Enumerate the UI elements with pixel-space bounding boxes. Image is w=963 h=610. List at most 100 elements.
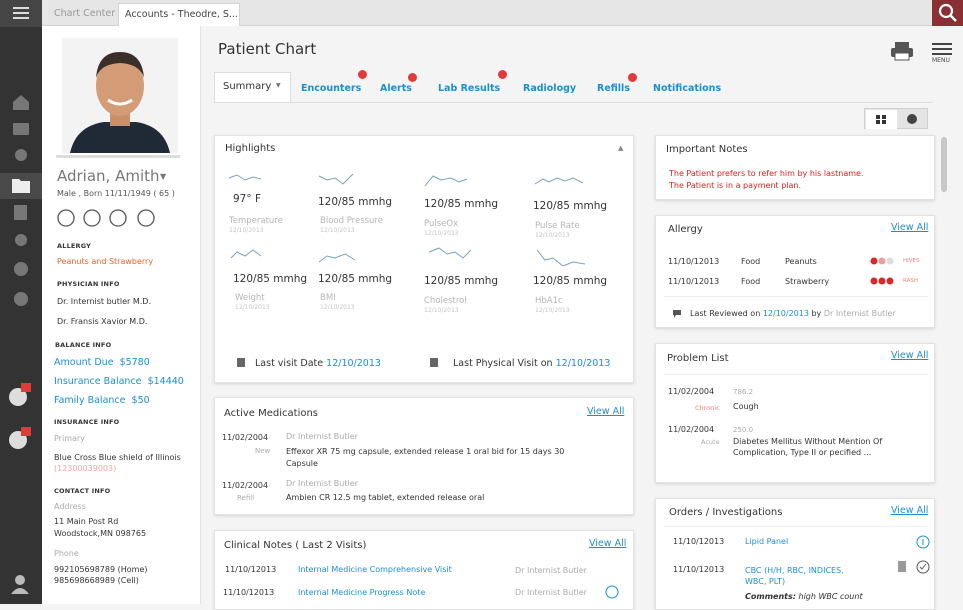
hamburger-button[interactable] <box>0 0 42 27</box>
order-icons[interactable] <box>896 559 932 575</box>
view-all-link[interactable]: View All <box>891 350 929 361</box>
allergy-reaction: RASH <box>903 278 918 284</box>
print-icon[interactable] <box>890 41 914 61</box>
section-heading: CONTACT INFO <box>54 487 111 495</box>
reviewer: Dr Internist Butler <box>823 309 896 318</box>
allergy-text: Peanuts and Strawberry <box>57 257 154 266</box>
sidebar <box>0 0 42 604</box>
date: 12/10/2013 <box>326 358 381 369</box>
nav-tab[interactable]: Lab Results <box>438 83 501 94</box>
patient-info: Male , Born 11/11/1949 ( 65 ) <box>57 189 175 198</box>
doc-icon <box>430 358 438 367</box>
balance-label: Insurance Balance <box>54 376 142 387</box>
last-visit: Last visit Date 12/10/2013 <box>255 358 381 369</box>
name-caret[interactable]: ▼ <box>160 172 167 181</box>
highlight-value: 120/85 mmhg <box>233 273 308 285</box>
nav-tab[interactable]: Refills <box>597 83 630 94</box>
patient-photo <box>62 38 178 153</box>
nav-caret[interactable]: ▼ <box>276 82 281 89</box>
allergy-type: Food <box>741 277 761 286</box>
last-reviewed: Last Reviewed on 12/10/2013 by Dr Intern… <box>690 309 896 318</box>
note-link[interactable]: Internal Medicine Progress Note <box>298 588 426 597</box>
address-line: 11 Main Post Rd <box>54 517 119 526</box>
card-title: Clinical Notes ( Last 2 Visits) <box>224 540 367 551</box>
order-link[interactable]: Lipid Panel <box>745 537 789 546</box>
highlight-value: 120/85 mmhg <box>318 273 393 285</box>
med-doctor: Dr Internist Butler <box>286 479 358 488</box>
label: by <box>811 309 822 318</box>
patient-name: Adrian, Amith <box>57 167 160 185</box>
medications-card: Active Medications View All 11/02/2004 D… <box>214 397 634 515</box>
sidebar-icons[interactable] <box>0 85 42 325</box>
tab-active[interactable]: Accounts - Theodre, S... <box>118 3 240 26</box>
order-link[interactable]: CBC (H/H, RBC, INDICES, WBC, PLT) <box>745 566 844 586</box>
nav-tab-active[interactable] <box>214 72 291 102</box>
info-icon[interactable] <box>605 585 619 599</box>
balance-value: $50 <box>131 395 150 406</box>
badge <box>408 73 417 82</box>
sidebar-alerts[interactable] <box>0 380 42 460</box>
nav-tab[interactable]: Radiology <box>523 83 577 94</box>
highlight-value: 120/85 mmhg <box>533 200 608 212</box>
physician: Dr. Internist butler M.D. <box>57 297 151 306</box>
field-label: Primary <box>54 434 85 443</box>
highlight-value: 120/85 mmhg <box>424 275 499 287</box>
balance-value: $5780 <box>119 357 150 368</box>
patient-action-icons[interactable] <box>56 208 166 228</box>
info-icon[interactable] <box>916 535 930 549</box>
med-drug: Ambien CR 12.5 mg tablet, extended relea… <box>286 493 485 502</box>
scrollbar[interactable] <box>941 137 947 192</box>
card-title: Highlights <box>225 143 276 154</box>
nav-tab[interactable]: Encounters <box>301 83 362 94</box>
med-status: New <box>255 447 271 455</box>
allergy-date: 11/10/12013 <box>668 257 720 266</box>
user-icon[interactable] <box>0 572 42 598</box>
problem-code: 250.0 <box>733 426 754 434</box>
tab[interactable]: Chart Center <box>54 8 116 19</box>
divider <box>664 296 928 297</box>
patient-panel: Adrian, Amith ▼ Male , Born 11/11/1949 (… <box>42 26 201 604</box>
med-date: 11/02/2004 <box>222 481 269 490</box>
doc-icon <box>237 358 245 367</box>
important-notes-card: Important Notes The Patient prefers to r… <box>655 135 935 200</box>
med-date: 11/02/2004 <box>222 433 269 442</box>
orders-card: Orders / Investigations View All 11/10/1… <box>655 498 935 610</box>
address-line: Woodstock,MN 098765 <box>54 529 147 538</box>
comment-icon <box>673 310 681 318</box>
sparklines <box>228 173 586 266</box>
tab-bar: Chart Center Accounts - Theodre, S... <box>42 0 932 26</box>
label: Comments: <box>745 592 796 601</box>
view-all-link[interactable]: View All <box>891 222 929 233</box>
search-button[interactable] <box>932 0 963 26</box>
balance: Family Balance $50 <box>54 395 150 406</box>
collapse-caret[interactable]: ▲ <box>618 144 624 152</box>
highlight-label: Temperature <box>229 216 283 226</box>
label: Last visit Date <box>255 358 324 369</box>
note-link[interactable]: Internal Medicine Comprehensive Visit <box>298 565 452 574</box>
view-toggle[interactable] <box>864 108 928 129</box>
view-all-link[interactable]: View All <box>891 505 929 516</box>
badge <box>628 73 637 82</box>
problem-list-card: Problem List View All 11/02/2004 786.2 C… <box>655 343 935 483</box>
menu-icon[interactable] <box>931 42 953 56</box>
nav-tab[interactable]: Alerts <box>380 83 412 94</box>
note-date: 11/10/12013 <box>225 565 277 574</box>
view-all-link[interactable]: View All <box>587 406 625 417</box>
view-toggle-icons <box>866 110 917 129</box>
nav-tab[interactable]: Summary <box>223 81 272 92</box>
problem-date: 11/02/2004 <box>668 425 715 434</box>
highlight-value: 120/85 mmhg <box>424 198 499 210</box>
allergy-reaction: HIVES <box>903 258 920 264</box>
highlight-date: 12/10/2013 <box>235 304 270 311</box>
highlight-label: Cholestrol <box>424 296 467 306</box>
note-date: 11/10/12013 <box>223 588 275 597</box>
med-doctor: Dr Internist Butler <box>286 432 358 441</box>
allergy-date: 11/10/12013 <box>668 277 720 286</box>
badge <box>358 70 367 79</box>
view-all-link[interactable]: View All <box>589 538 627 549</box>
highlight-date: 12/10/2013 <box>229 227 264 234</box>
nav-tab[interactable]: Notifications <box>653 83 722 94</box>
field-label: Address <box>54 502 86 511</box>
highlight-date: 12/10/2013 <box>535 307 570 314</box>
card-title: Problem List <box>667 353 729 364</box>
